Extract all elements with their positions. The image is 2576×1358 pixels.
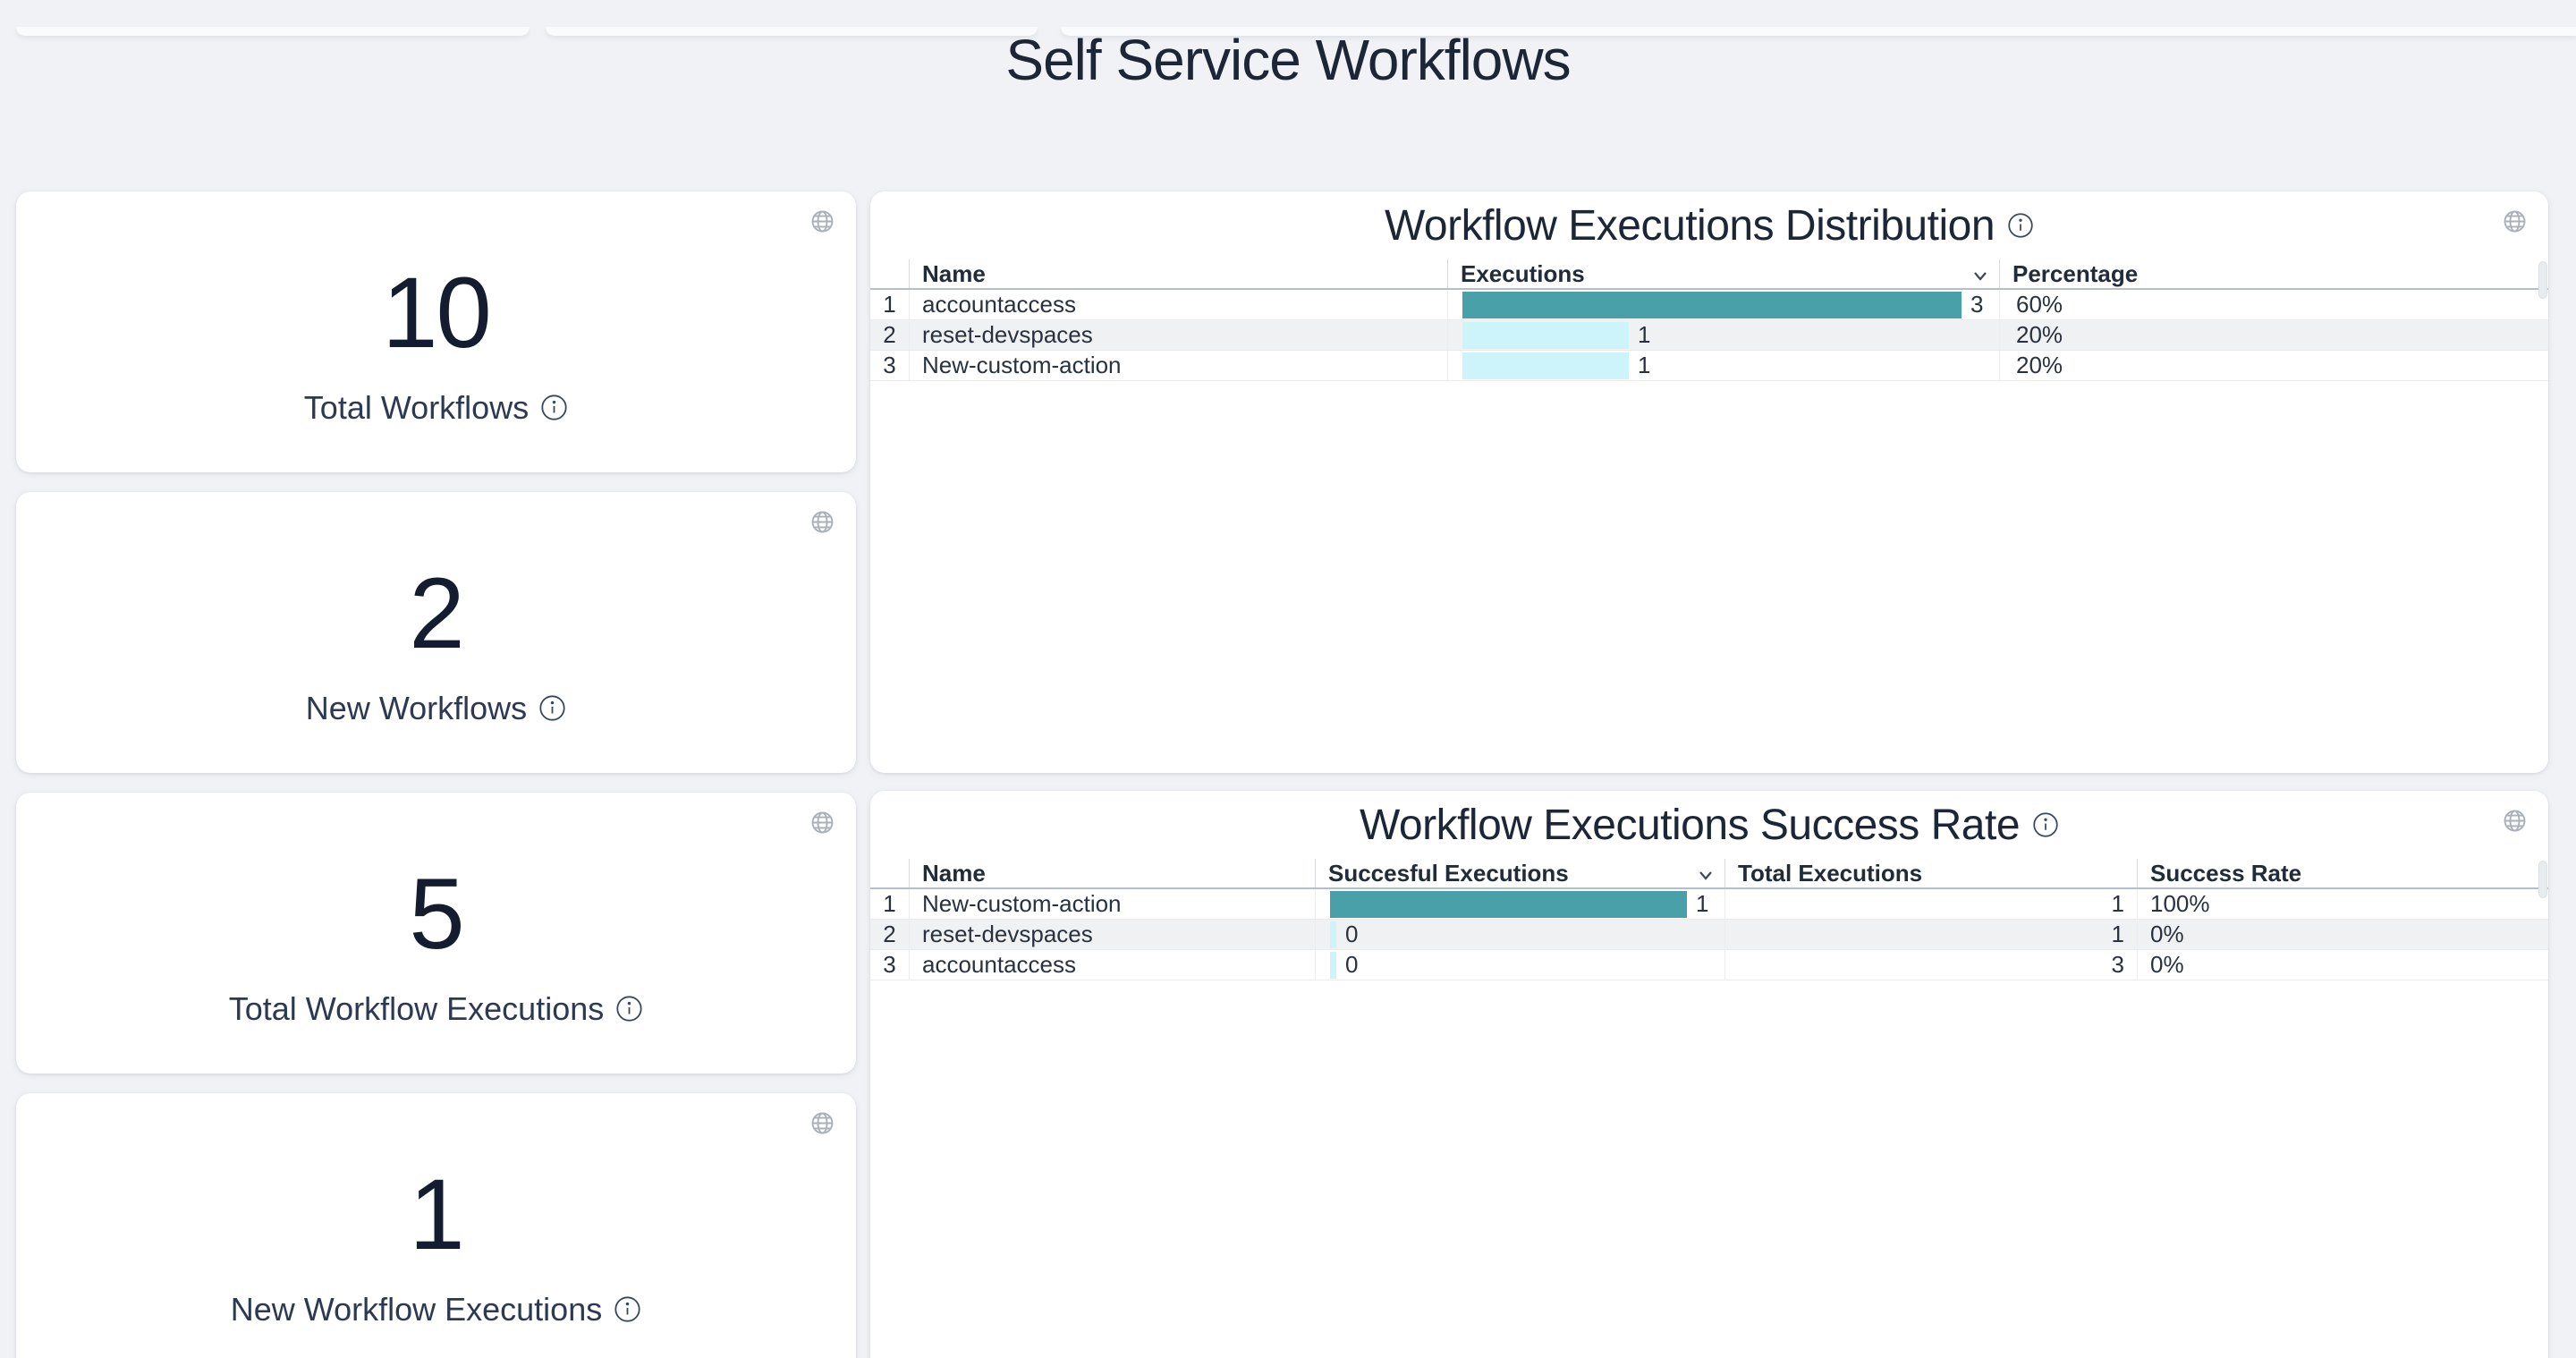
executions-bar-cell: 1 (1447, 320, 1999, 350)
stat-value: 2 (409, 557, 464, 670)
workflow-name-cell: New-custom-action (909, 351, 1447, 380)
percentage-cell: 20% (1999, 320, 2548, 350)
workflow-name-cell: accountaccess (909, 290, 1447, 319)
table-row: 2 reset-devspaces 1 20% (870, 320, 2548, 351)
stat-card-column: 10 Total Workflows 2 New Workflows (16, 191, 856, 1358)
total-executions-cell: 3 (1724, 950, 2137, 980)
successful-executions-bar (1330, 921, 1336, 948)
stat-value: 5 (409, 858, 464, 971)
table-header-row: Name Succesful Executions Total Executio… (870, 859, 2548, 889)
workflow-name-cell: New-custom-action (909, 889, 1315, 919)
globe-icon[interactable] (2503, 209, 2527, 233)
stat-label: Total Workflow Executions (228, 989, 605, 1027)
info-icon[interactable] (2032, 811, 2059, 838)
executions-bar-cell: 1 (1447, 351, 1999, 380)
stat-card-total-workflow-executions: 5 Total Workflow Executions (16, 793, 856, 1074)
chevron-down-icon[interactable] (1696, 863, 1716, 883)
successful-executions-value: 0 (1345, 921, 1359, 947)
row-index: 1 (883, 291, 896, 318)
executions-bar-cell: 3 (1447, 290, 1999, 319)
total-executions-cell: 1 (1724, 920, 2137, 949)
dashboard-content: 10 Total Workflows 2 New Workflows (16, 191, 2548, 1358)
column-header-executions: Executions (1447, 259, 1999, 288)
successful-executions-value: 1 (1696, 890, 1709, 917)
executions-value: 3 (1970, 291, 1984, 318)
info-icon[interactable] (615, 995, 643, 1023)
table-panel-column: Workflow Executions Distribution Name Ex… (870, 191, 2548, 1358)
table-row: 3 New-custom-action 1 20% (870, 351, 2548, 381)
stat-label: New Workflow Executions (230, 1290, 603, 1328)
stat-card-new-workflows: 2 New Workflows (16, 492, 856, 773)
table-row: 3 accountaccess 0 3 0% (870, 950, 2548, 980)
successful-executions-bar-cell: 0 (1315, 920, 1724, 949)
successful-executions-bar-cell: 1 (1315, 889, 1724, 919)
success-rate-cell: 100% (2137, 889, 2548, 919)
globe-icon[interactable] (810, 510, 835, 534)
column-header-percentage: Percentage (1999, 259, 2548, 288)
column-header-name: Name (909, 859, 1315, 887)
column-header-success-rate: Success Rate (2137, 859, 2548, 887)
total-executions-cell: 1 (1724, 889, 2137, 919)
column-header-total-executions: Total Executions (1724, 859, 2137, 887)
stat-card-new-workflow-executions: 1 New Workflow Executions (16, 1093, 856, 1358)
top-card-edge-3 (1061, 27, 2576, 36)
workflow-name-cell: reset-devspaces (909, 920, 1315, 949)
info-icon[interactable] (2007, 212, 2034, 239)
stat-card-total-workflows: 10 Total Workflows (16, 191, 856, 472)
globe-icon[interactable] (2503, 809, 2527, 833)
table-row: 1 New-custom-action 1 1 100% (870, 889, 2548, 920)
success-rate-cell: 0% (2137, 950, 2548, 980)
workflow-name-cell: accountaccess (909, 950, 1315, 980)
table-row: 1 accountaccess 3 60% (870, 290, 2548, 320)
executions-bar (1462, 321, 1629, 349)
column-header-successful-executions: Succesful Executions (1315, 859, 1724, 887)
globe-icon[interactable] (810, 811, 835, 835)
column-header-name: Name (909, 259, 1447, 288)
info-icon[interactable] (540, 394, 568, 421)
globe-icon[interactable] (810, 1111, 835, 1135)
percentage-cell: 60% (1999, 290, 2548, 319)
top-card-edge-2 (546, 27, 1038, 36)
successful-executions-bar-cell: 0 (1315, 950, 1724, 980)
row-number-header (870, 859, 909, 887)
stat-label: New Workflows (305, 689, 528, 726)
scrollbar-thumb[interactable] (2538, 261, 2547, 299)
table-row: 2 reset-devspaces 0 1 0% (870, 920, 2548, 950)
percentage-cell: 20% (1999, 351, 2548, 380)
row-index: 2 (883, 321, 896, 348)
stat-value: 10 (382, 257, 492, 369)
stat-value: 1 (409, 1159, 464, 1271)
chevron-down-icon[interactable] (1970, 264, 1990, 284)
panel-title: Workflow Executions Success Rate (1359, 801, 2021, 849)
row-index: 3 (883, 951, 896, 978)
stat-label: Total Workflows (303, 388, 530, 426)
row-index: 1 (883, 890, 896, 917)
row-index: 2 (883, 921, 896, 947)
successful-executions-bar (1330, 951, 1336, 979)
success-rate-cell: 0% (2137, 920, 2548, 949)
row-index: 3 (883, 352, 896, 378)
scrollbar-thumb[interactable] (2538, 861, 2547, 898)
info-icon[interactable] (538, 694, 566, 722)
panel-executions-success-rate: Workflow Executions Success Rate Name Su… (870, 791, 2548, 1358)
info-icon[interactable] (614, 1295, 641, 1323)
executions-value: 1 (1638, 321, 1651, 348)
executions-bar (1462, 352, 1629, 379)
workflow-name-cell: reset-devspaces (909, 320, 1447, 350)
page-title: Self Service Workflows (1005, 28, 1571, 92)
successful-executions-bar (1330, 890, 1687, 918)
globe-icon[interactable] (810, 209, 835, 233)
panel-title: Workflow Executions Distribution (1384, 201, 1996, 250)
executions-bar (1462, 291, 1962, 318)
row-number-header (870, 259, 909, 288)
top-card-edge-1 (16, 27, 530, 36)
successful-executions-value: 0 (1345, 951, 1359, 978)
executions-value: 1 (1638, 352, 1651, 378)
table-header-row: Name Executions Percentage (870, 259, 2548, 290)
panel-executions-distribution: Workflow Executions Distribution Name Ex… (870, 191, 2548, 773)
